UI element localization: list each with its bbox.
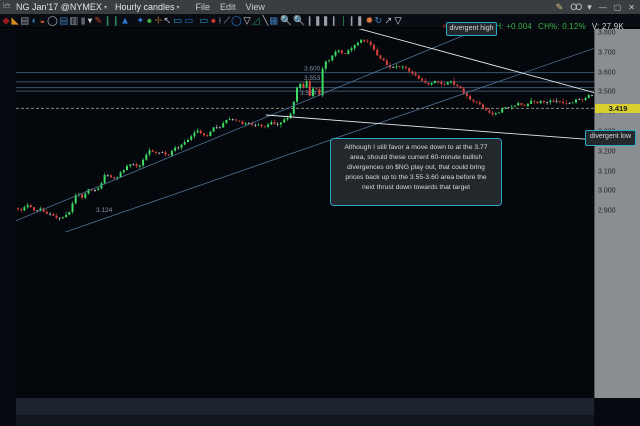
svg-text:3.524: 3.524 [300,90,317,97]
svg-text:3.600: 3.600 [304,66,321,73]
svg-text:3.124: 3.124 [96,207,113,214]
